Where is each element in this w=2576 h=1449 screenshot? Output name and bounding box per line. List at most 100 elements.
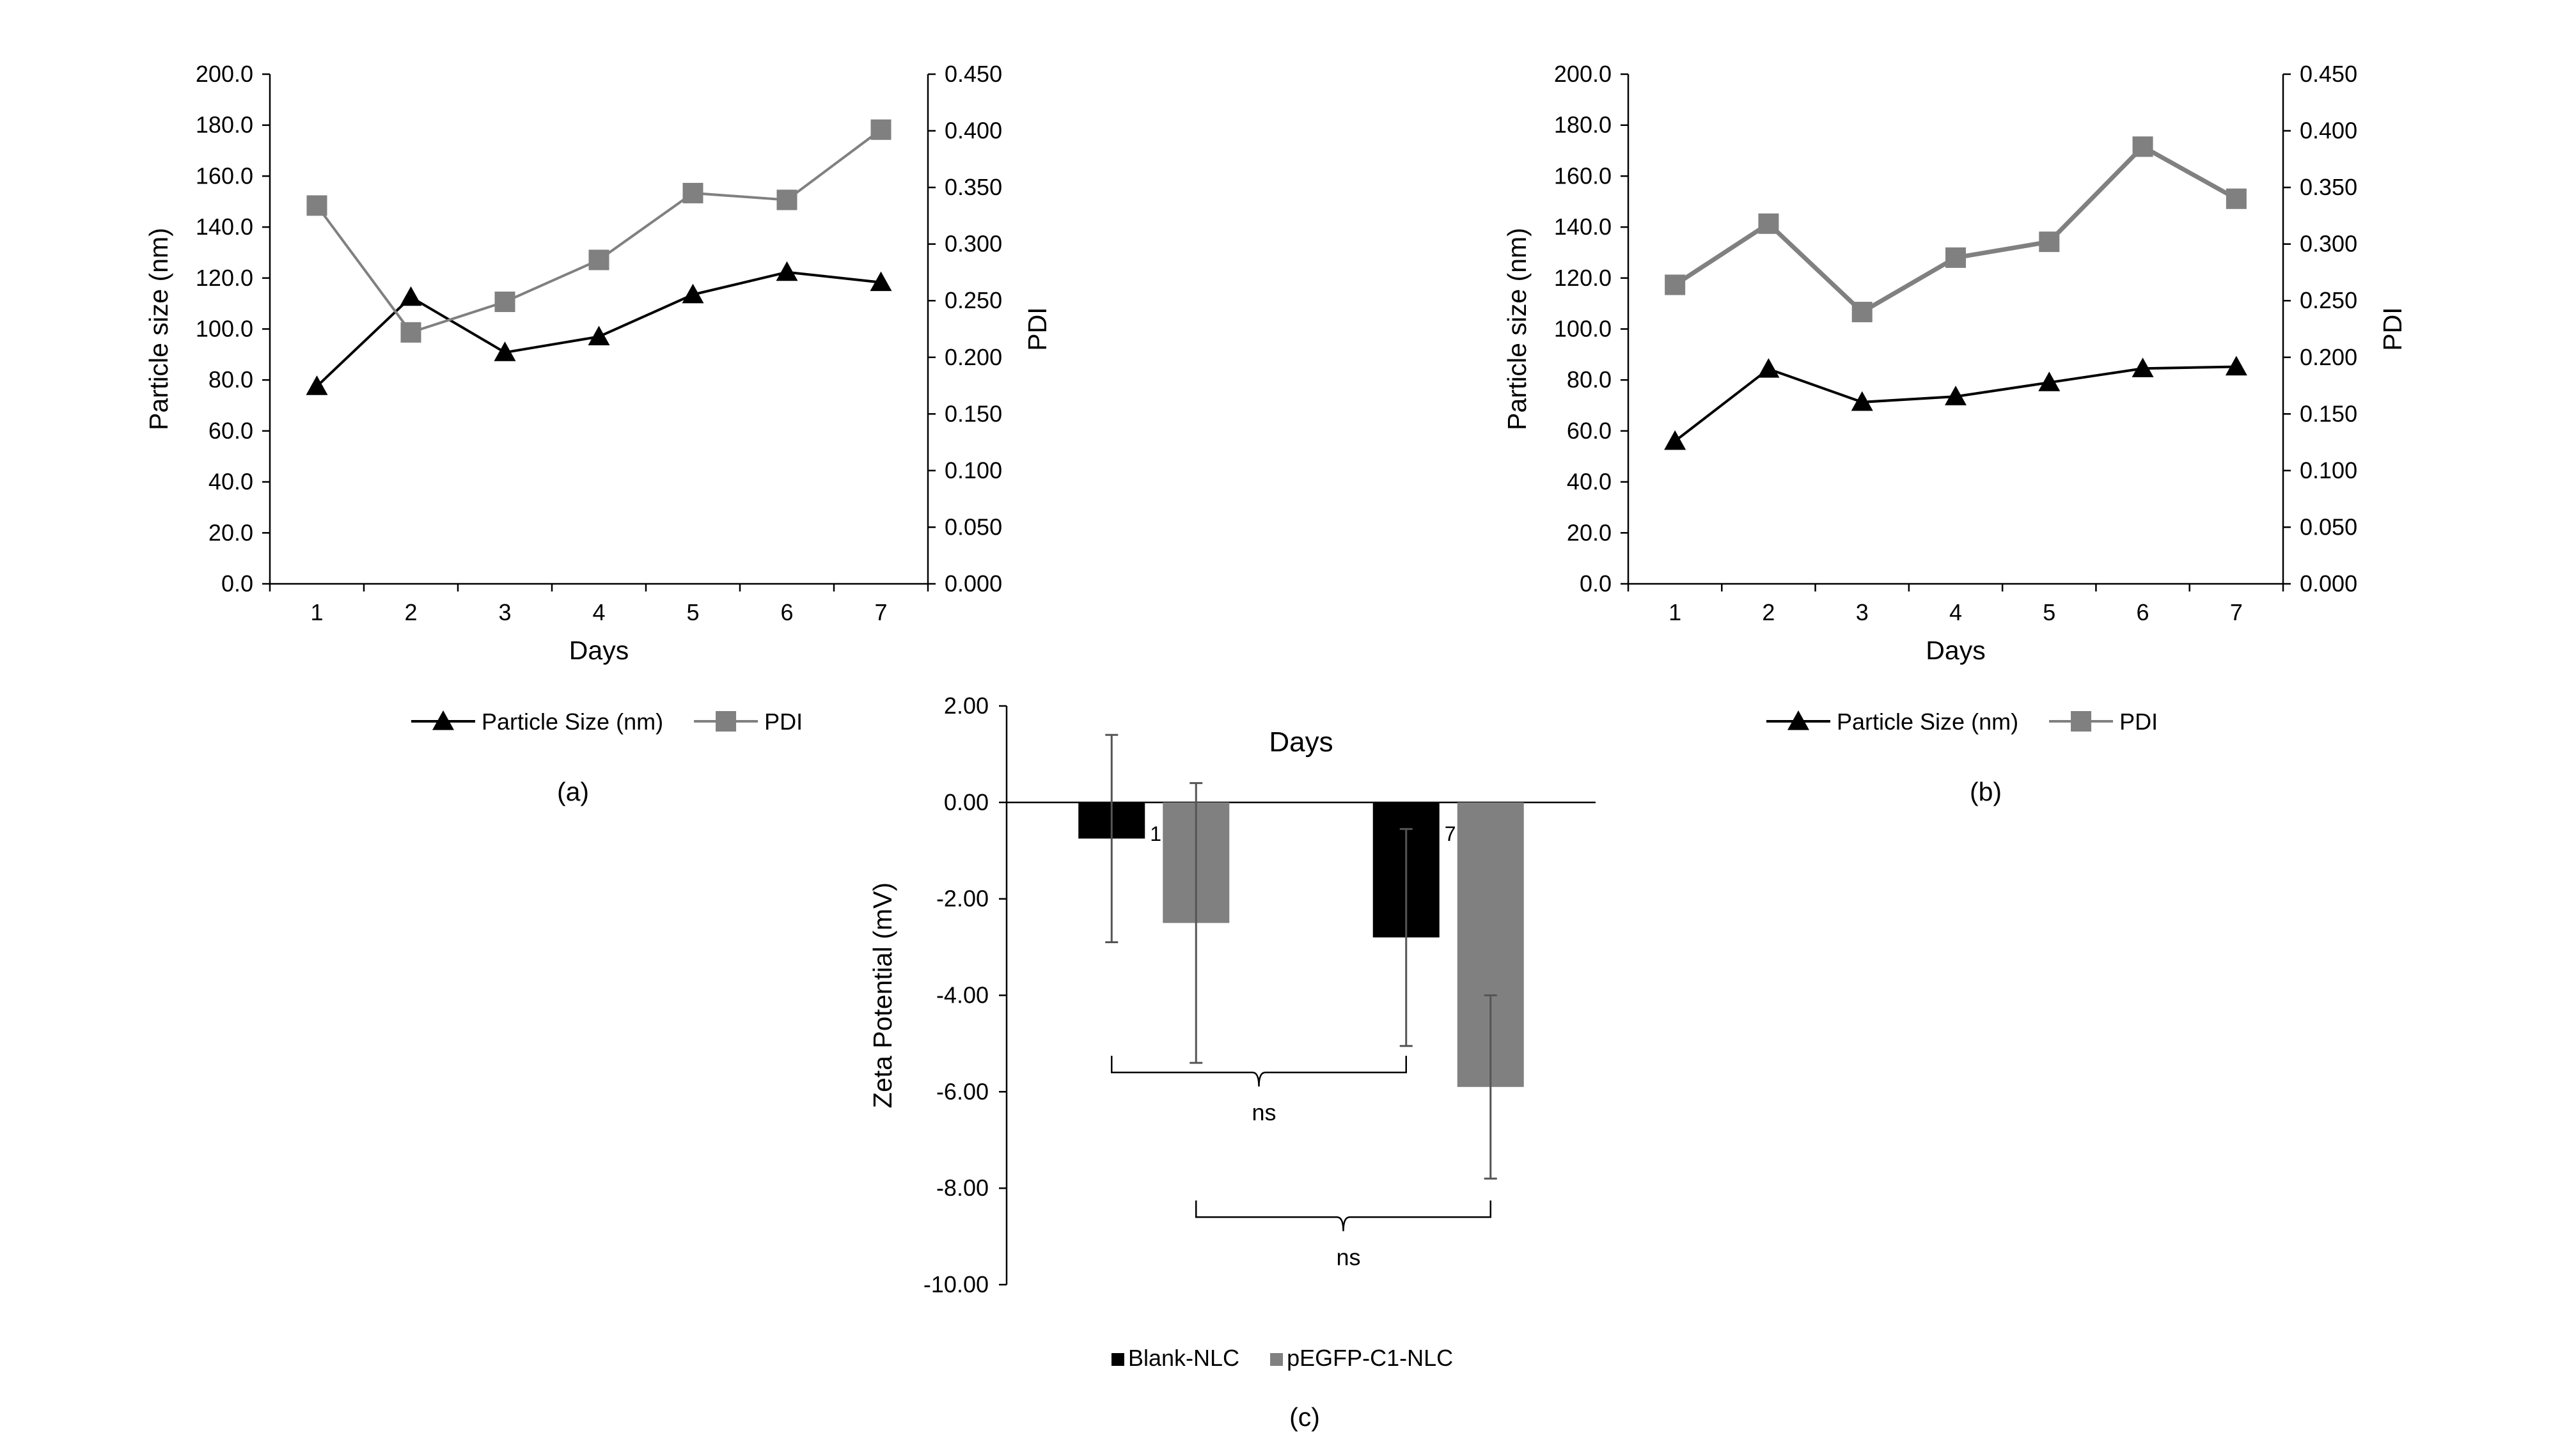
y-axis-title: Particle size (nm) [1502,228,1532,430]
y2-tick-label: 0.450 [945,61,1002,87]
data-point-square [494,291,515,312]
x-tick-label: 2 [404,599,417,625]
category-label: 7 [1445,822,1456,845]
legend-label: Particle Size (nm) [482,709,663,735]
caption: (b) [1970,777,2002,806]
category-label: 1 [1150,822,1161,845]
y2-tick-label: 0.350 [2300,174,2357,200]
significance-label: ns [1252,1099,1276,1125]
legend-marker-triangle [432,710,454,730]
y-tick-label: 20.0 [208,519,253,545]
data-point-square [1665,274,1686,295]
y2-tick-label: 0.450 [2300,61,2357,87]
legend-label: PDI [764,709,803,735]
y-tick-label: 0.0 [1580,570,1612,597]
legend-label: PDI [2119,709,2158,735]
data-point-triangle [588,325,610,346]
y-tick-label: 0.0 [221,570,253,597]
y-tick-label: 200.0 [196,61,253,87]
y-tick-label: 0.00 [944,789,989,815]
y2-tick-label: 0.200 [2300,344,2357,370]
data-point-triangle [870,271,892,292]
y2-tick-label: 0.300 [2300,231,2357,257]
significance-bracket [1195,1200,1491,1232]
y-tick-label: 100.0 [196,316,253,342]
y2-tick-label: 0.250 [2300,287,2357,313]
legend-marker-square [716,711,737,732]
y-tick-label: -6.00 [936,1078,989,1104]
y-tick-label: 80.0 [208,366,253,393]
caption: (c) [1289,1402,1320,1432]
y2-tick-label: 0.300 [945,231,1002,257]
chart-c: -10.00 -8.00 -6.00 -4.00 -2.00 0.00 2.00 Zeta P… [868,693,1596,1432]
x-tick-label: 7 [2230,599,2243,625]
legend-marker-triangle [1787,710,1809,730]
y2-tick-label: 0.400 [2300,118,2357,144]
data-point-square [2226,188,2247,209]
y-tick-label: 80.0 [1567,366,1612,393]
data-point-triangle [682,283,704,304]
legend-label: Blank-NLC [1128,1345,1239,1371]
y-axis-title: Zeta Potential (mV) [868,882,897,1108]
y2-axis-title: PDI [2378,307,2407,350]
y-tick-label: 140.0 [196,214,253,240]
y2-tick-label: 0.050 [2300,513,2357,540]
y-tick-label: 100.0 [1554,316,1612,342]
y-tick-label: 40.0 [208,469,253,495]
legend-swatch [1111,1353,1124,1366]
data-point-triangle [1945,386,1967,405]
x-tick-label: 5 [686,599,699,625]
x-tick-label: 4 [1949,599,1962,625]
y2-tick-label: 0.050 [945,513,1002,540]
data-point-square [400,322,421,343]
y-tick-label: 60.0 [1567,418,1612,444]
y2-tick-label: 0.150 [2300,400,2357,427]
data-point-square [1851,301,1873,322]
data-point-square [2039,231,2060,253]
y2-tick-label: 0.000 [2300,570,2357,597]
y2-tick-label: 0.100 [945,457,1002,483]
x-tick-label: 6 [2137,599,2149,625]
data-point-triangle [2132,357,2154,377]
significance-bracket [1111,1056,1407,1087]
legend: Particle Size (nm) PDI [1766,709,2158,735]
data-point-triangle [400,286,422,306]
y-tick-label: -2.00 [936,886,989,912]
x-tick-label: 3 [1856,599,1869,625]
caption: (a) [557,777,589,806]
y-tick-label: 120.0 [1554,265,1612,291]
y2-tick-label: 0.250 [945,287,1002,313]
legend-label: pEGFP-C1-NLC [1287,1345,1453,1371]
legend-swatch [1270,1353,1284,1366]
data-point-triangle [1757,358,1780,378]
y-tick-label: 20.0 [1567,519,1612,545]
y2-tick-label: 0.200 [945,344,1002,370]
x-tick-label: 5 [2043,599,2055,625]
y2-tick-label: 0.000 [945,570,1002,597]
data-point-triangle [306,375,328,395]
x-tick-label: 7 [874,599,887,625]
y-tick-label: -10.00 [923,1271,989,1297]
data-point-square [306,195,327,216]
data-point-square [776,189,797,210]
y-tick-label: 200.0 [1554,61,1612,87]
chart-a: 0.0 20.0 40.0 60.0 80.0 100.0 120.0 140.0 160.0 1… [144,61,1052,806]
chart-title: Days [1269,726,1333,758]
data-point-triangle [2038,372,2061,391]
y2-tick-label: 0.350 [945,174,1002,200]
legend: Blank-NLC pEGFP-C1-NLC [1111,1345,1453,1371]
y-tick-label: 40.0 [1567,469,1612,495]
y-tick-label: -8.00 [936,1175,989,1201]
significance-label: ns [1336,1244,1360,1270]
data-point-triangle [2225,356,2247,376]
legend-marker-square [2071,711,2092,732]
y-axis-title: Particle size (nm) [144,228,173,430]
data-point-square [588,249,609,270]
y2-tick-label: 0.400 [945,118,1002,144]
y-tick-label: 180.0 [196,112,253,138]
series-line-square [315,129,882,334]
y-tick-label: 140.0 [1554,214,1612,240]
x-tick-label: 3 [498,599,511,625]
x-tick-label: 4 [592,599,605,625]
